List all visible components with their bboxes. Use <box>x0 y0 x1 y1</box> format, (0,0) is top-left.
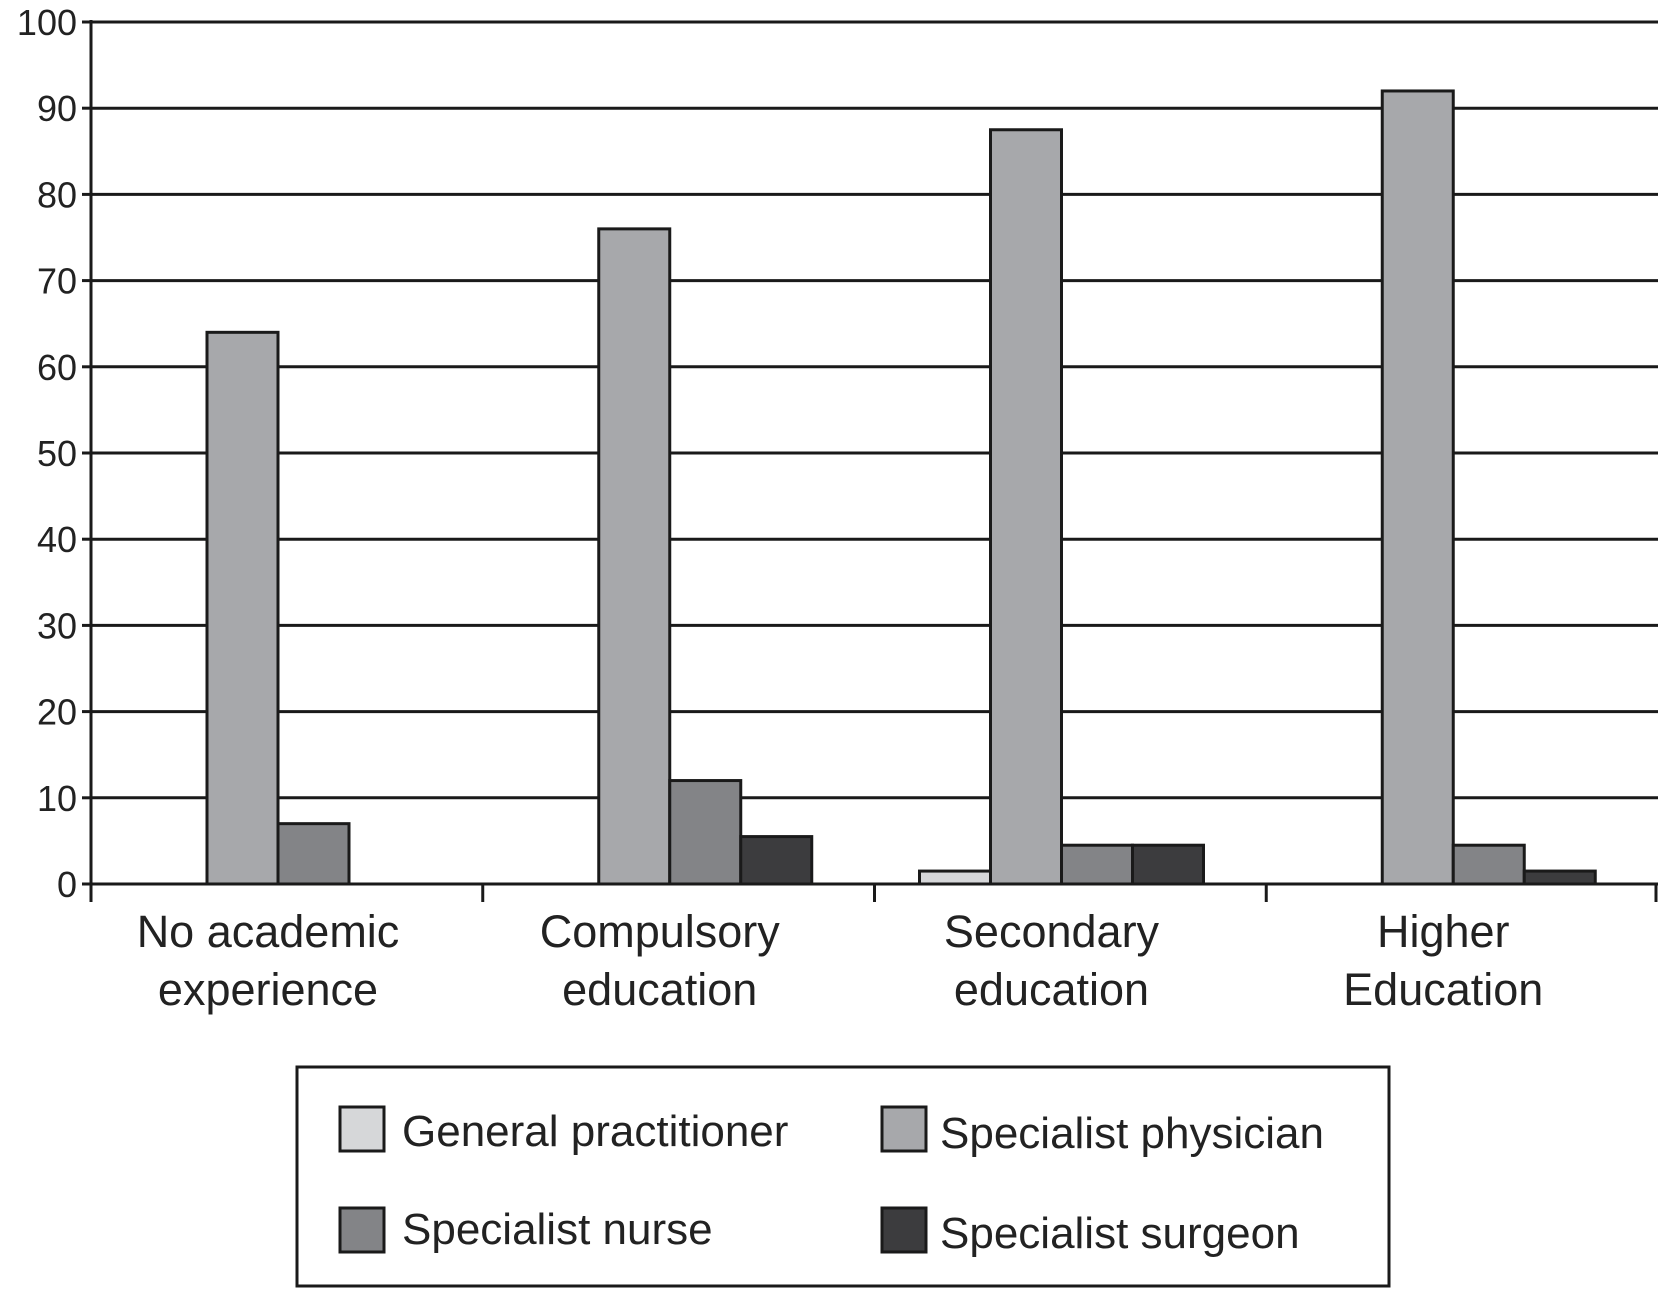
y-tick-label: 30 <box>37 605 77 646</box>
bar <box>918 869 992 886</box>
x-category-label: Education <box>1343 964 1543 1015</box>
bar <box>739 835 814 886</box>
axes <box>82 20 1658 902</box>
y-tick-label: 20 <box>37 692 77 733</box>
bar <box>1451 843 1526 886</box>
bars <box>205 89 1597 886</box>
legend-label: General practitioner <box>402 1107 788 1156</box>
y-tick-label: 70 <box>37 261 77 302</box>
x-axis-category-labels: No academic experience Compulsory education… <box>137 906 1544 1015</box>
legend: General practitioner Specialist physician… <box>295 1065 1391 1288</box>
y-tick-label: 90 <box>37 88 77 129</box>
legend-label: Specialist nurse <box>402 1205 713 1254</box>
y-tick-label: 0 <box>57 864 77 905</box>
legend-swatch <box>880 1105 928 1153</box>
bar <box>668 779 743 886</box>
y-tick-label: 50 <box>37 433 77 474</box>
y-tick-label: 80 <box>37 174 77 215</box>
bar <box>1060 843 1134 886</box>
y-axis-tick-labels: 0 10 20 30 40 50 60 70 80 90 100 <box>17 2 77 905</box>
bar <box>597 227 672 886</box>
bar <box>1380 89 1455 886</box>
x-category-label: No academic <box>137 906 400 957</box>
x-category-label: Secondary <box>944 906 1160 957</box>
bar <box>1131 843 1205 886</box>
legend-box <box>295 1065 1391 1288</box>
x-category-label: Compulsory <box>540 906 781 957</box>
bar <box>1522 869 1597 886</box>
legend-swatch <box>338 1105 386 1153</box>
x-category-label: education <box>562 964 757 1015</box>
y-tick-label: 40 <box>37 519 77 560</box>
legend-swatch <box>880 1206 928 1254</box>
grid-lines <box>91 20 1658 800</box>
y-tick-label: 100 <box>17 2 77 43</box>
x-category-label: experience <box>158 964 378 1015</box>
y-tick-label: 60 <box>37 347 77 388</box>
legend-swatch <box>338 1206 386 1254</box>
bar <box>205 330 280 886</box>
x-category-label: education <box>954 964 1149 1015</box>
bar <box>276 822 351 886</box>
legend-label: Specialist physician <box>940 1109 1324 1158</box>
bar <box>989 128 1063 886</box>
legend-label: Specialist surgeon <box>940 1209 1300 1258</box>
y-tick-label: 10 <box>37 778 77 819</box>
x-category-label: Higher <box>1377 906 1510 957</box>
